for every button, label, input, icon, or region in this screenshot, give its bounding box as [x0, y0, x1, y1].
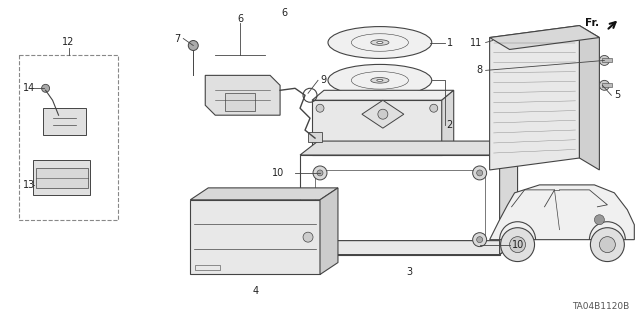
- Text: 4: 4: [252, 286, 258, 296]
- Text: 1: 1: [447, 38, 453, 48]
- Polygon shape: [362, 100, 404, 128]
- Circle shape: [600, 237, 615, 253]
- Ellipse shape: [371, 40, 389, 45]
- Circle shape: [500, 228, 534, 262]
- Circle shape: [477, 237, 483, 243]
- Circle shape: [430, 143, 438, 151]
- Polygon shape: [43, 108, 86, 135]
- Ellipse shape: [377, 41, 383, 43]
- Text: 13: 13: [22, 180, 35, 190]
- Polygon shape: [490, 26, 579, 170]
- Text: 5: 5: [614, 90, 621, 100]
- Text: 9: 9: [320, 75, 326, 85]
- Circle shape: [317, 237, 323, 243]
- Circle shape: [303, 232, 313, 242]
- Bar: [195, 264, 220, 270]
- Ellipse shape: [328, 64, 432, 96]
- Bar: [602, 83, 612, 87]
- Bar: [300, 155, 500, 255]
- Text: 12: 12: [62, 38, 75, 48]
- Polygon shape: [300, 141, 518, 155]
- Text: 6: 6: [281, 8, 287, 18]
- Text: 11: 11: [470, 38, 483, 48]
- Text: 2: 2: [447, 120, 453, 130]
- Circle shape: [473, 233, 486, 247]
- Text: 8: 8: [477, 65, 483, 75]
- Circle shape: [317, 170, 323, 176]
- Bar: [225, 93, 255, 111]
- Text: 7: 7: [174, 33, 180, 43]
- Polygon shape: [500, 141, 518, 255]
- Text: 3: 3: [407, 267, 413, 277]
- Polygon shape: [490, 26, 600, 49]
- Circle shape: [591, 228, 625, 262]
- Text: 14: 14: [22, 83, 35, 93]
- Circle shape: [313, 166, 327, 180]
- Polygon shape: [300, 241, 518, 255]
- Polygon shape: [579, 26, 600, 170]
- Circle shape: [42, 84, 49, 92]
- Bar: [602, 58, 612, 63]
- Ellipse shape: [377, 79, 383, 81]
- Circle shape: [313, 233, 327, 247]
- Polygon shape: [490, 185, 634, 240]
- Text: TA04B1120B: TA04B1120B: [572, 302, 629, 311]
- Circle shape: [473, 166, 486, 180]
- Text: Fr.: Fr.: [585, 18, 600, 28]
- Circle shape: [378, 109, 388, 119]
- Bar: [36, 168, 88, 188]
- Polygon shape: [312, 90, 454, 100]
- Polygon shape: [320, 188, 338, 274]
- Bar: [315, 170, 484, 240]
- Polygon shape: [190, 188, 338, 200]
- Circle shape: [600, 56, 609, 65]
- Bar: [19, 56, 118, 220]
- Polygon shape: [33, 160, 90, 195]
- Polygon shape: [442, 90, 454, 155]
- Bar: [308, 132, 322, 142]
- Circle shape: [430, 104, 438, 112]
- Circle shape: [509, 237, 525, 253]
- Polygon shape: [205, 75, 280, 115]
- Circle shape: [600, 80, 609, 90]
- Circle shape: [595, 215, 604, 225]
- Text: 10: 10: [511, 240, 524, 250]
- Circle shape: [316, 143, 324, 151]
- Circle shape: [477, 170, 483, 176]
- Circle shape: [316, 104, 324, 112]
- Text: 6: 6: [237, 14, 243, 24]
- Bar: [312, 100, 442, 155]
- Circle shape: [188, 41, 198, 50]
- Ellipse shape: [328, 26, 432, 58]
- Text: 10: 10: [272, 168, 284, 178]
- Ellipse shape: [371, 78, 389, 83]
- Bar: [190, 200, 320, 274]
